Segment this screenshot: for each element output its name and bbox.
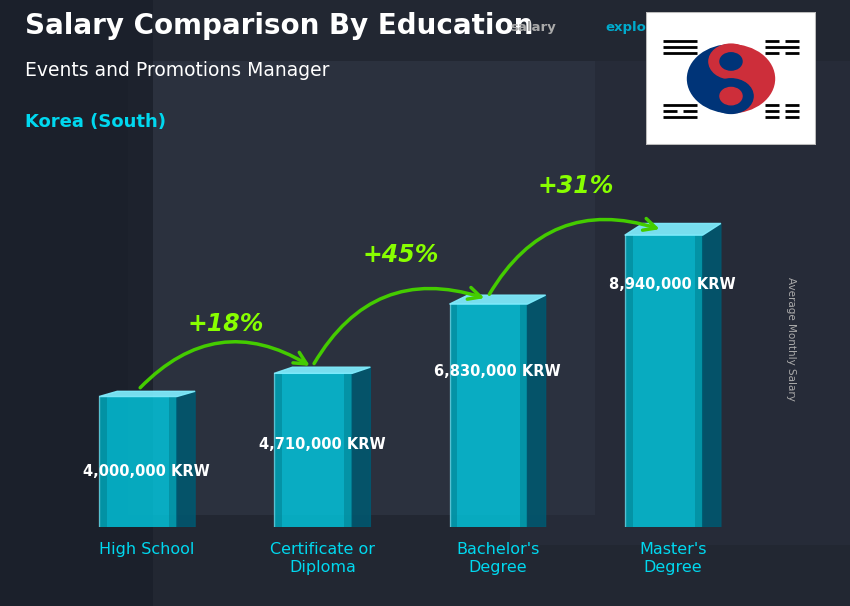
- Bar: [275, 373, 282, 527]
- Text: Salary Comparison By Education: Salary Comparison By Education: [25, 12, 533, 39]
- Circle shape: [720, 87, 742, 105]
- Bar: [128, 61, 595, 515]
- Bar: [169, 396, 177, 527]
- Text: salary: salary: [510, 21, 556, 34]
- Bar: [0, 0, 153, 606]
- Bar: [450, 304, 528, 527]
- Bar: [99, 396, 107, 527]
- Polygon shape: [528, 295, 546, 527]
- Text: 6,830,000 KRW: 6,830,000 KRW: [434, 364, 561, 379]
- Text: High School: High School: [99, 542, 195, 558]
- Wedge shape: [731, 44, 775, 113]
- Bar: [344, 373, 352, 527]
- Bar: [625, 235, 632, 527]
- Wedge shape: [687, 44, 731, 113]
- Bar: [510, 61, 850, 545]
- Text: 4,000,000 KRW: 4,000,000 KRW: [83, 464, 210, 479]
- Text: Average Monthly Salary: Average Monthly Salary: [785, 278, 796, 401]
- Text: Certificate or
Diploma: Certificate or Diploma: [269, 542, 375, 574]
- Text: +18%: +18%: [187, 313, 264, 336]
- Bar: [625, 235, 703, 527]
- Text: Events and Promotions Manager: Events and Promotions Manager: [25, 61, 329, 80]
- Bar: [519, 304, 528, 527]
- Circle shape: [720, 53, 742, 70]
- Bar: [275, 373, 352, 527]
- Text: Bachelor's
Degree: Bachelor's Degree: [456, 542, 539, 574]
- Text: 8,940,000 KRW: 8,940,000 KRW: [609, 278, 736, 292]
- Text: +45%: +45%: [363, 243, 439, 267]
- Polygon shape: [177, 391, 196, 527]
- Text: .com: .com: [719, 21, 756, 34]
- Circle shape: [709, 79, 753, 113]
- Bar: [99, 396, 177, 527]
- Circle shape: [709, 44, 753, 79]
- Text: +31%: +31%: [538, 175, 615, 198]
- Polygon shape: [703, 224, 721, 527]
- Text: Master's
Degree: Master's Degree: [639, 542, 706, 574]
- Text: Korea (South): Korea (South): [25, 113, 166, 132]
- Polygon shape: [450, 295, 546, 304]
- Polygon shape: [352, 367, 371, 527]
- Bar: [695, 235, 703, 527]
- Polygon shape: [275, 367, 371, 373]
- Text: 4,710,000 KRW: 4,710,000 KRW: [258, 437, 385, 451]
- Text: explorer: explorer: [605, 21, 668, 34]
- Polygon shape: [99, 391, 196, 396]
- Bar: [450, 304, 457, 527]
- Polygon shape: [625, 224, 721, 235]
